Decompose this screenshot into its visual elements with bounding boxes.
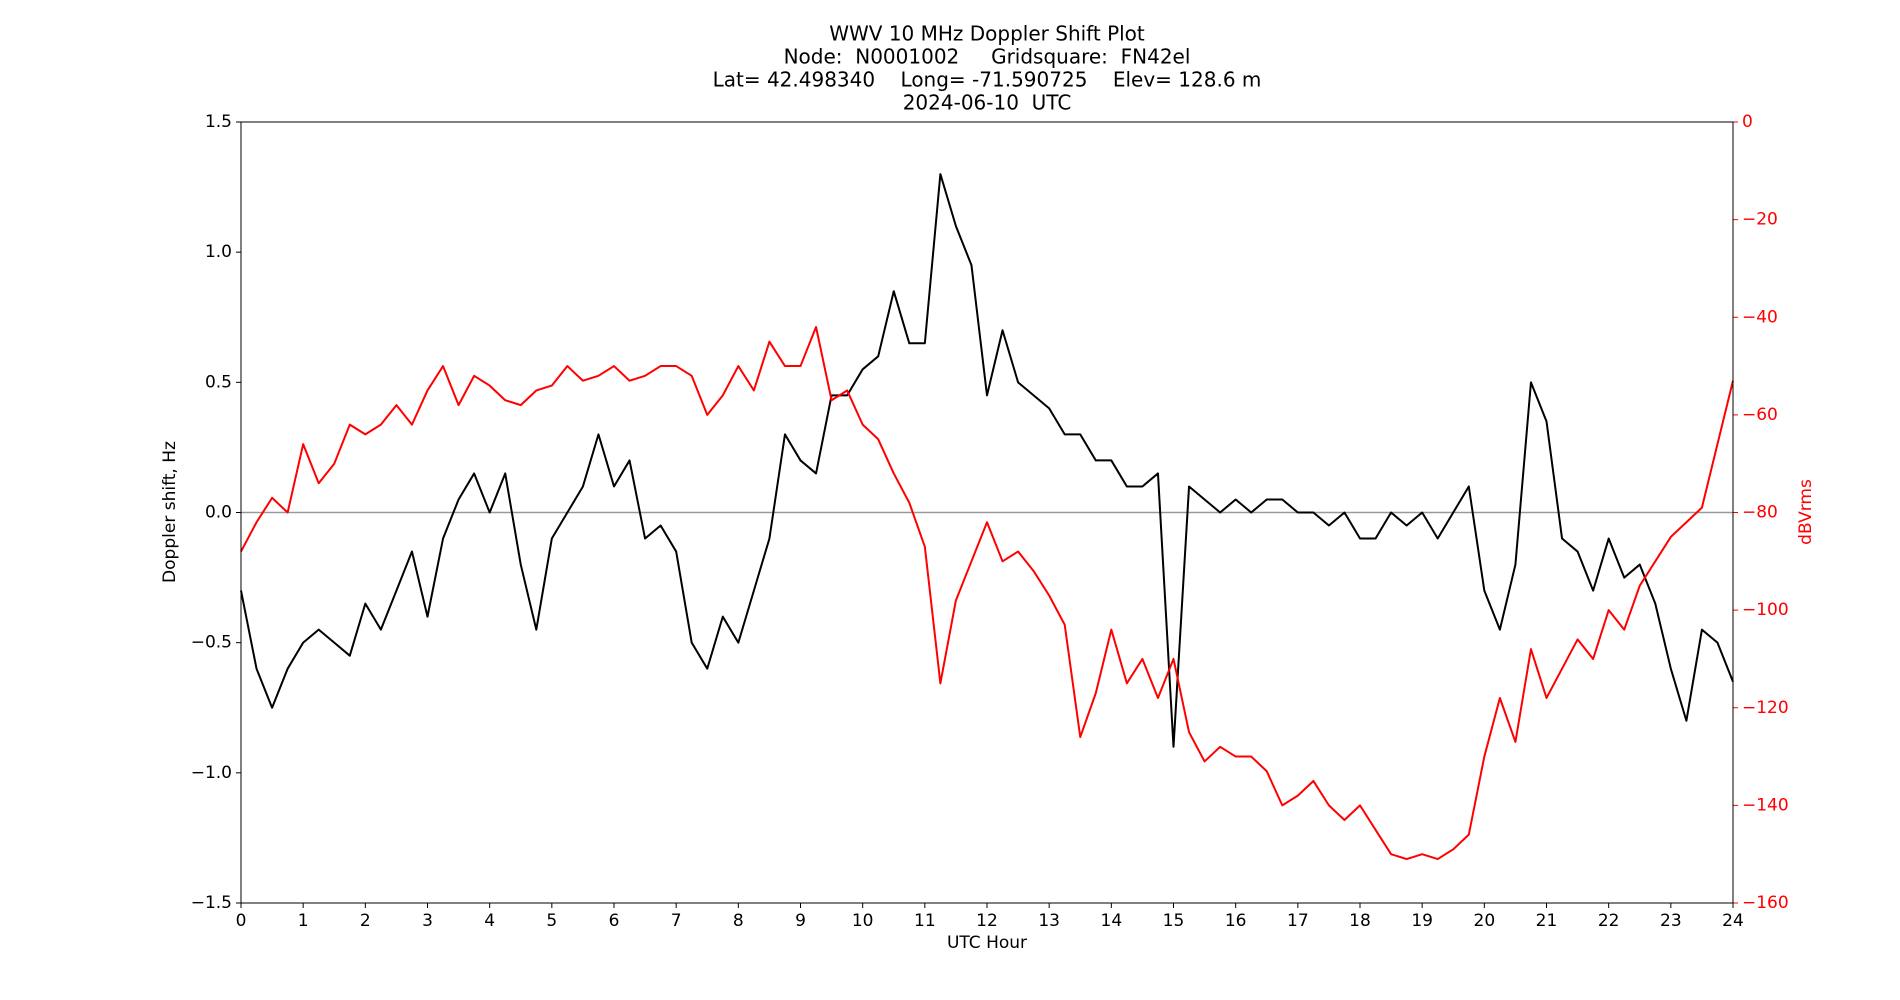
x-tick-label: 3 [422,911,433,931]
y2-tick-label: −100 [1742,600,1789,620]
x-axis-label: UTC Hour [947,933,1027,953]
x-tick-label: 11 [914,911,936,931]
y-tick-label: 1.5 [205,112,232,132]
y2-tick-label: −140 [1742,795,1789,815]
x-tick-label: 22 [1598,911,1620,931]
x-tick-label: 16 [1225,911,1247,931]
x-tick-label: 2 [360,911,371,931]
x-tick-label: 5 [546,911,557,931]
x-tick-label: 12 [976,911,998,931]
x-tick-label: 21 [1536,911,1558,931]
x-tick-label: 10 [852,911,874,931]
data-line [240,326,1734,861]
x-tick-label: 9 [795,911,806,931]
x-tick-label: 24 [1722,911,1744,931]
x-tick-label: 1 [298,911,309,931]
x-tick-label: 17 [1287,911,1309,931]
y-tick-label: −0.5 [191,633,232,653]
y-tick-label: −1.0 [191,763,232,783]
x-tick-label: 13 [1038,911,1060,931]
x-tick-label: 0 [236,911,247,931]
x-tick-label: 19 [1411,911,1433,931]
x-tick-label: 23 [1660,911,1682,931]
x-tick-label: 20 [1474,911,1496,931]
y2-tick-label: −120 [1742,698,1789,718]
y2-tick-label: −160 [1742,893,1789,913]
x-tick-label: 7 [671,911,682,931]
y2-tick-label: −20 [1742,210,1778,230]
x-tick-label: 8 [733,911,744,931]
data-line [240,173,1734,748]
y2-tick-label: −80 [1742,503,1778,523]
y-tick-label: 0.0 [205,503,232,523]
chart-title: WWV 10 MHz Doppler Shift Plot [829,22,1145,46]
chart-subtitle: 2024-06-10 UTC [903,91,1072,115]
chart-subtitle: Node: N0001002 Gridsquare: FN42el [784,45,1191,69]
x-tick-label: 14 [1101,911,1123,931]
y-tick-label: 0.5 [205,372,232,392]
x-tick-label: 18 [1349,911,1371,931]
x-tick-label: 15 [1163,911,1185,931]
y2-tick-label: 0 [1742,112,1753,132]
y-tick-label: 1.0 [205,242,232,262]
plot-frame [240,121,1734,904]
y2-axis-label: dBVrms [1796,479,1816,545]
x-tick-label: 4 [484,911,495,931]
y-axis-label: Doppler shift, Hz [160,441,180,583]
chart-subtitle: Lat= 42.498340 Long= -71.590725 Elev= 12… [713,68,1262,92]
y2-tick-label: −60 [1742,405,1778,425]
y2-tick-label: −40 [1742,307,1778,327]
y-tick-label: −1.5 [191,893,232,913]
x-tick-label: 6 [609,911,620,931]
